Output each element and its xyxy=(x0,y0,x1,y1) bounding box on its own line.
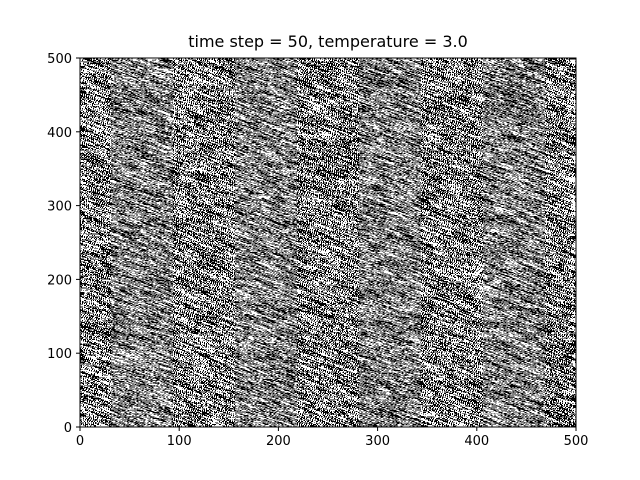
x-tick-label: 300 xyxy=(365,434,390,449)
y-tick-label: 0 xyxy=(64,421,72,436)
plot-area xyxy=(79,57,577,428)
y-axis: 0 100 200 300 400 500 xyxy=(47,52,80,436)
chart-title: time step = 50, temperature = 3.0 xyxy=(188,32,468,51)
spin-lattice-heatmap xyxy=(80,58,576,427)
y-tick-label: 500 xyxy=(47,52,72,67)
y-tick-label: 200 xyxy=(47,273,72,288)
x-tick-label: 500 xyxy=(564,434,589,449)
y-tick-label: 100 xyxy=(47,347,72,362)
x-tick-label: 100 xyxy=(167,434,192,449)
y-tick-label: 400 xyxy=(47,126,72,141)
y-tick-label: 300 xyxy=(47,200,72,215)
x-tick-label: 400 xyxy=(464,434,489,449)
axes-frame xyxy=(79,57,577,428)
x-tick-label: 0 xyxy=(76,434,84,449)
x-axis: 0 100 200 300 400 500 xyxy=(76,427,589,449)
x-tick-label: 200 xyxy=(266,434,291,449)
